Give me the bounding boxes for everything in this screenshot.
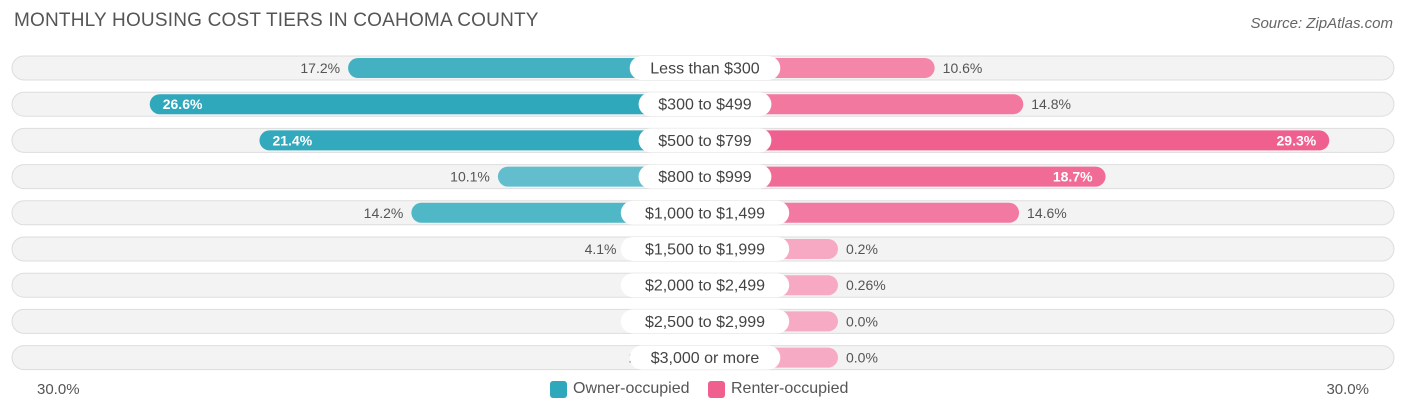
- category-pill: [629, 345, 781, 370]
- legend-item-owner: Owner-occupied: [550, 380, 690, 398]
- category-pill: [620, 309, 790, 334]
- legend-label-owner: Owner-occupied: [573, 380, 690, 397]
- legend-item-renter: Renter-occupied: [708, 380, 848, 398]
- renter-value-label: 14.6%: [1027, 205, 1067, 221]
- owner-value-label: 4.1%: [585, 241, 617, 257]
- category-pill: [638, 164, 772, 189]
- renter-bar: [711, 130, 1330, 151]
- renter-value-label: 0.0%: [846, 313, 878, 329]
- owner-bar: [149, 94, 712, 115]
- owner-bar: [259, 130, 711, 151]
- renter-value-label: 18.7%: [1053, 169, 1093, 185]
- legend-label-renter: Renter-occupied: [731, 380, 849, 397]
- category-label: Less than $300: [650, 61, 760, 78]
- category-pill: [638, 92, 772, 117]
- legend: Owner-occupied Renter-occupied: [0, 380, 1406, 400]
- category-label: $1,500 to $1,999: [645, 242, 765, 259]
- renter-value-label: 10.6%: [943, 60, 983, 76]
- renter-value-label: 0.2%: [846, 241, 878, 257]
- source-credit: Source: ZipAtlas.com: [1250, 15, 1393, 32]
- category-label: $2,000 to $2,499: [645, 278, 765, 295]
- category-pill: [629, 56, 781, 80]
- renter-value-label: 29.3%: [1277, 132, 1317, 148]
- axis-right-label: 30.0%: [1326, 381, 1369, 398]
- category-pill: [620, 237, 790, 261]
- chart-title: MONTHLY HOUSING COST TIERS IN COAHOMA CO…: [14, 10, 539, 31]
- category-label: $800 to $999: [658, 169, 752, 186]
- renter-value-label: 0.26%: [846, 277, 886, 293]
- owner-value-label: 17.2%: [300, 60, 340, 76]
- legend-swatch-owner: [550, 380, 567, 398]
- renter-bar: [711, 94, 1024, 115]
- category-label: $2,500 to $2,999: [645, 314, 765, 331]
- renter-value-label: 0.0%: [846, 350, 878, 366]
- category-label: $3,000 or more: [651, 350, 760, 367]
- owner-value-label: 14.2%: [364, 205, 404, 221]
- owner-value-label: 21.4%: [272, 132, 312, 148]
- category-pill: [620, 200, 790, 225]
- renter-bar: [711, 166, 1106, 187]
- owner-value-label: 26.6%: [163, 96, 203, 112]
- axis-left-label: 30.0%: [37, 381, 80, 398]
- owner-bar: [348, 58, 711, 78]
- renter-value-label: 14.8%: [1031, 96, 1071, 112]
- category-pill: [638, 128, 772, 153]
- diverging-bar-chart: 17.2% 10.6% Less than $300 26.6% 14.8% $300 t…: [11, 55, 1395, 371]
- category-label: $1,000 to $1,499: [645, 205, 765, 222]
- legend-swatch-renter: [708, 380, 725, 398]
- category-pill: [620, 273, 790, 298]
- owner-value-label: 10.1%: [450, 169, 490, 185]
- category-label: $300 to $499: [658, 97, 752, 114]
- category-label: $500 to $799: [658, 133, 752, 150]
